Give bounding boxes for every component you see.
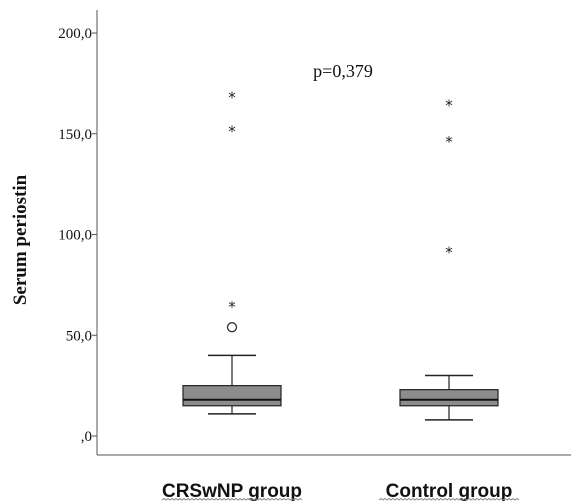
p-value-annotation: p=0,379 [313, 61, 373, 81]
spellcheck-underline [161, 497, 303, 501]
y-tick-label: 150,0 [58, 127, 92, 143]
outlier-extreme: * [445, 97, 453, 115]
box-group: * * * [182, 88, 282, 415]
outlier-extreme: * [228, 123, 236, 141]
y-tick-label: 100,0 [58, 228, 92, 244]
y-tick-label: 50,0 [66, 328, 92, 344]
y-tick-label: ,0 [81, 429, 92, 445]
box-group: * * * [399, 97, 499, 421]
outlier-circle [226, 322, 238, 333]
axes [96, 10, 571, 456]
y-axis-label: Serum periostin [10, 174, 31, 305]
outlier-extreme: * [228, 88, 236, 106]
iqr-box [399, 389, 499, 407]
y-tick-label: 200,0 [58, 26, 92, 42]
outlier-extreme: * [445, 133, 453, 151]
outlier-extreme: * [228, 298, 236, 316]
boxes: * * * * * * [182, 88, 499, 421]
outlier-extreme: * [445, 244, 453, 262]
category-labels: CRSwNP group Control group [161, 481, 520, 502]
x-category-label: CRSwNP group [162, 481, 302, 502]
iqr-box [182, 385, 282, 407]
x-category-label: Control group [386, 481, 513, 502]
y-ticks: ,0 50,0 100,0 150,0 200,0 [58, 26, 97, 445]
spellcheck-underline [378, 497, 520, 501]
